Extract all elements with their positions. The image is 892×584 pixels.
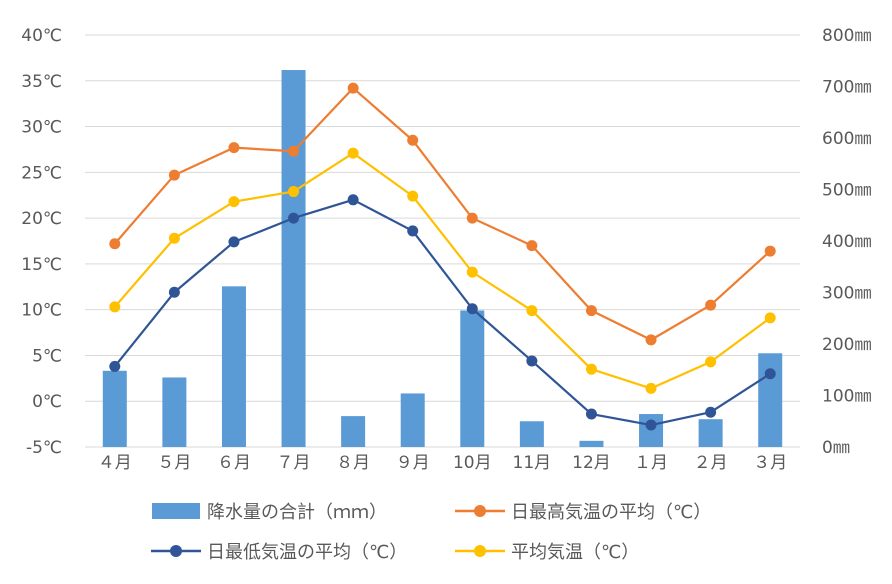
point-mean-temp [168,232,180,244]
point-min-temp [764,368,776,380]
precipitation-bar [102,370,127,447]
left-tick-label: 25℃ [21,163,62,183]
point-max-temp [168,169,180,181]
x-tick-label: 10月 [453,453,492,473]
point-mean-temp [526,305,538,317]
precipitation-bars [102,70,783,448]
left-tick-label: 5℃ [32,346,62,366]
point-mean-temp [347,147,359,159]
precipitation-bar [460,310,485,447]
left-tick-label: 35℃ [21,72,62,92]
x-tick-label: ７月 [277,453,311,473]
point-max-temp [347,82,359,94]
point-min-temp [228,236,240,248]
gridlines [85,34,800,448]
right-axis-ticks: 0㎜ 100㎜ 200㎜ 300㎜ 400㎜ 500㎜ 600㎜ 700㎜ 800㎜ [822,26,871,458]
point-mean-temp [764,312,776,324]
right-tick-label: 500㎜ [822,181,871,201]
point-mean-temp [705,356,717,368]
x-tick-label: ２月 [694,453,728,473]
right-tick-label: 100㎜ [822,387,871,407]
point-mean-temp [645,382,657,394]
right-tick-label: 300㎜ [822,284,871,304]
point-max-temp [466,212,478,224]
legend-marker-mean [474,545,486,557]
point-max-temp [645,334,657,346]
point-min-temp [466,303,478,315]
x-tick-label: 11月 [513,453,552,473]
x-tick-label: ４月 [98,453,132,473]
line-max-temp [113,87,771,341]
point-mean-temp [466,266,478,278]
point-mean-temp [407,190,419,202]
legend-label-max: 日最高気温の平均（℃） [511,502,711,523]
precipitation-bar [281,70,306,448]
point-max-temp [526,240,538,252]
left-tick-label: 20℃ [21,209,62,229]
line-min-temp [113,198,771,427]
point-mean-temp [109,301,121,313]
point-max-temp [407,134,419,146]
x-tick-label: ８月 [336,453,370,473]
legend-swatch-precipitation [152,503,200,519]
precipitation-bar [698,419,723,447]
point-min-temp [168,286,180,298]
point-min-temp [347,194,359,206]
left-axis-ticks: -5℃ 0℃ 5℃ 10℃ 15℃ 20℃ 25℃ 30℃ 35℃ 40℃ [21,26,62,458]
x-tick-label: ５月 [157,453,191,473]
right-tick-label: 700㎜ [822,78,871,98]
legend-label-precipitation: 降水量の合計（ｍｍ） [207,502,387,523]
x-tick-label: ３月 [753,453,787,473]
precipitation-bar [341,416,366,447]
legend-marker-min [170,545,182,557]
precipitation-bar [162,377,187,447]
legend: 降水量の合計（ｍｍ） 日最高気温の平均（℃） 日最低気温の平均（℃） 平均気温（… [151,502,711,563]
point-min-temp [407,225,419,237]
precipitation-bar [579,440,604,447]
precipitation-bar [758,353,783,447]
left-tick-label: 15℃ [21,255,62,275]
left-tick-label: -5℃ [26,438,62,458]
x-tick-label: １月 [634,453,668,473]
temperature-lines [109,82,776,431]
point-max-temp [288,145,300,157]
point-max-temp [228,142,240,154]
point-max-temp [764,245,776,257]
x-tick-label: ９月 [396,453,430,473]
precipitation-bar [519,421,544,447]
x-tick-label: ６月 [217,453,251,473]
right-tick-label: 800㎜ [822,26,871,46]
left-tick-label: 0℃ [32,392,62,412]
point-min-temp [585,408,597,420]
x-tick-label: 12月 [572,453,611,473]
right-tick-label: 200㎜ [822,335,871,355]
point-min-temp [109,360,121,372]
left-tick-label: 40℃ [21,26,62,46]
point-mean-temp [228,196,240,208]
right-tick-label: 600㎜ [822,129,871,149]
point-min-temp [288,212,300,224]
point-mean-temp [585,363,597,375]
point-max-temp [585,305,597,317]
x-axis-ticks: ４月 ５月 ６月 ７月 ８月 ９月 10月 11月 12月 １月 ２月 ３月 [98,453,787,473]
precipitation-bar [221,286,246,447]
legend-marker-max [474,505,486,517]
precipitation-bar [400,393,425,447]
legend-label-min: 日最低気温の平均（℃） [207,542,407,563]
point-min-temp [645,419,657,431]
point-min-temp [705,406,717,418]
line-mean-temp [113,152,771,390]
right-tick-label: 400㎜ [822,232,871,252]
point-max-temp [705,299,717,311]
point-max-temp [109,238,121,250]
point-min-temp [526,355,538,367]
right-tick-label: 0㎜ [822,438,850,458]
left-tick-label: 30℃ [21,118,62,138]
left-tick-label: 10℃ [21,301,62,321]
point-mean-temp [288,186,300,198]
legend-label-mean: 平均気温（℃） [511,542,639,563]
